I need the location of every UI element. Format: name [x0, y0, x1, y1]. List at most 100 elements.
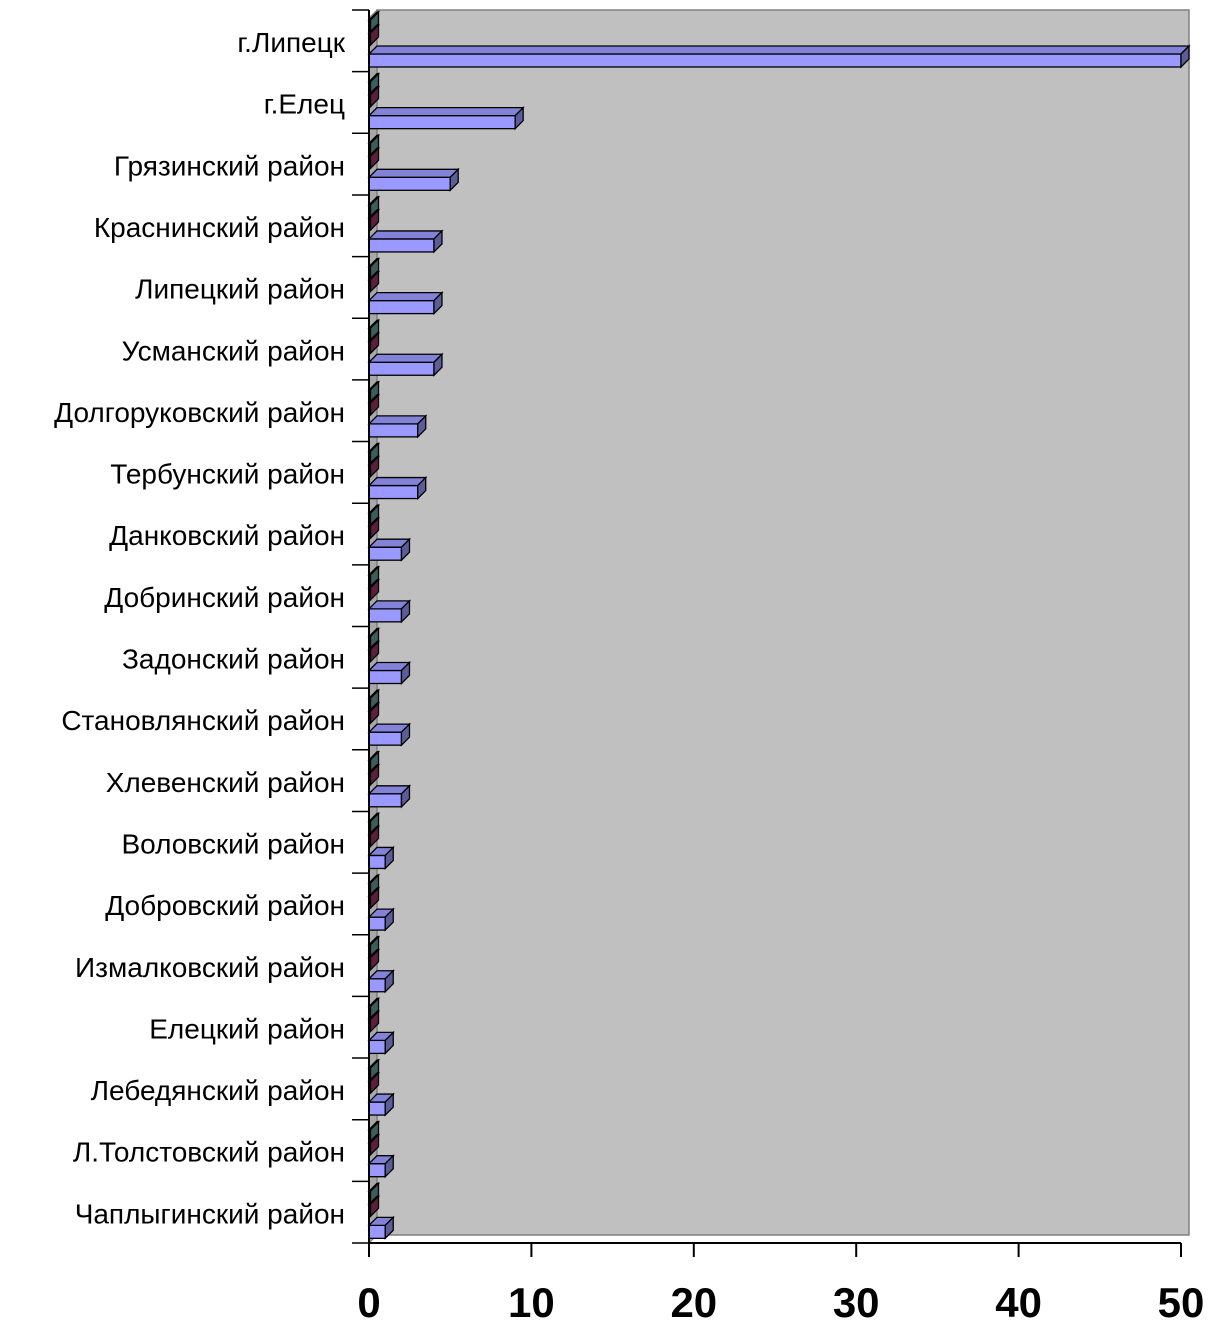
bar-s2-9-side — [369, 578, 380, 602]
bar-main-0-side — [1180, 44, 1190, 69]
bar-s2-1-side — [369, 85, 380, 109]
category-label: Хлевенский район — [106, 767, 345, 798]
bar-main-13 — [367, 845, 395, 871]
bar-s3-1-side — [369, 72, 380, 96]
bar-s3-0 — [367, 10, 381, 34]
bar-main-15 — [367, 969, 395, 994]
bar-main-16-side — [384, 1030, 394, 1055]
bar-main-11-front — [368, 731, 403, 746]
category-label: Елецкий район — [149, 1013, 345, 1044]
bar-s2-5-side — [369, 331, 380, 355]
bar-main-7 — [367, 475, 428, 501]
bar-main-15-side — [384, 969, 394, 994]
bar-s2-13-side — [369, 824, 380, 849]
bar-main-3-side — [433, 229, 443, 254]
category-label: Измалковский район — [75, 952, 345, 983]
bar-main-5 — [367, 352, 444, 377]
bar-s2-0-side — [369, 23, 380, 47]
category-label: г.Елец — [264, 89, 345, 120]
category-label: Добринский район — [104, 582, 345, 613]
bar-main-12-side — [400, 784, 411, 809]
bar-main-4-top — [367, 291, 444, 302]
bar-s2-6-side — [369, 393, 380, 417]
bar-s3-9-side — [369, 565, 380, 589]
bar-main-10-side — [400, 660, 411, 686]
bar-main-19 — [367, 1215, 395, 1240]
bar-main-2-front — [368, 176, 451, 191]
bar-main-7-side — [417, 475, 427, 501]
category-label: Добровский район — [105, 890, 345, 921]
bar-main-5-top — [367, 353, 444, 363]
bar-s3-0-side — [369, 10, 380, 34]
bar-s2-15-side — [369, 948, 380, 972]
bar-main-16 — [367, 1030, 395, 1055]
bar-main-1 — [367, 106, 525, 131]
bar-main-4-side — [433, 291, 443, 316]
bar-s3-19-side — [369, 1181, 380, 1205]
bar-main-14 — [367, 907, 395, 932]
bar-s3-8-side — [369, 503, 380, 527]
bar-main-11 — [367, 722, 412, 747]
bar-main-10 — [367, 660, 412, 686]
category-label: Л.Толстовский район — [73, 1137, 345, 1168]
bar-main-18-front — [368, 1163, 386, 1178]
x-tick-label: 40 — [995, 1279, 1042, 1323]
bar-main-1-front — [368, 115, 516, 130]
category-label: Тербунский район — [110, 459, 345, 490]
bar-main-6-top — [367, 415, 428, 425]
bar-s3-12-side — [369, 750, 380, 774]
category-label: Краснинский район — [94, 212, 345, 243]
bar-main-3-top — [367, 230, 444, 240]
bar-main-17-side — [384, 1092, 394, 1117]
bar-s3-10-side — [369, 626, 380, 651]
bar-main-14-side — [384, 907, 394, 932]
bar-main-3 — [367, 229, 444, 254]
bar-main-19-front — [368, 1224, 386, 1239]
bar-s2-14-side — [369, 886, 380, 910]
plot-side-wall — [368, 8, 378, 1245]
bar-s3-14-side — [369, 873, 380, 897]
bar-main-15-front — [368, 978, 386, 993]
bar-main-3-front — [368, 238, 435, 253]
bar-main-8 — [367, 537, 412, 562]
bar-s2-17-side — [369, 1071, 380, 1095]
bar-main-6-side — [417, 414, 427, 439]
bar-main-5-front — [368, 361, 435, 376]
bar-s3-17 — [367, 1058, 381, 1082]
bar-main-18 — [367, 1154, 395, 1179]
bar-main-6-front — [368, 423, 419, 438]
bar-s3-16-side — [369, 996, 380, 1020]
bar-main-8-side — [400, 537, 411, 562]
category-label: Задонский район — [122, 644, 345, 675]
category-label: Данковский район — [109, 520, 345, 551]
bar-main-18-side — [384, 1154, 394, 1179]
category-label: Чаплыгинский район — [75, 1198, 345, 1229]
bar-main-1-side — [514, 106, 524, 131]
bar-main-2-side — [449, 167, 459, 192]
category-label: Воловский район — [121, 828, 345, 859]
bar-main-8-front — [368, 546, 403, 561]
bar-main-9-side — [400, 599, 411, 624]
bar-s2-2-side — [369, 146, 380, 170]
bar-main-11-side — [400, 722, 411, 747]
bar-main-12-front — [368, 793, 403, 808]
bar-s2-8-side — [369, 516, 380, 540]
bar-s3-11-side — [369, 688, 380, 712]
bar-main-9-front — [368, 608, 403, 623]
plot-background — [376, 9, 1190, 1236]
bar-s2-18-side — [369, 1133, 380, 1157]
bar-main-16-front — [368, 1039, 386, 1055]
category-label: Грязинский район — [114, 150, 345, 181]
bar-main-13-side — [384, 845, 394, 871]
bar-s3-4-side — [369, 257, 380, 281]
bar-main-0-front — [368, 53, 1182, 68]
bar-s3-13-side — [369, 811, 380, 836]
bar-main-5-side — [433, 352, 443, 377]
bar-main-2 — [367, 167, 460, 192]
category-label: г.Липецк — [237, 27, 345, 58]
bar-main-19-side — [384, 1215, 394, 1240]
bar-main-6 — [367, 414, 428, 439]
x-tick-label: 20 — [670, 1279, 717, 1323]
bar-main-17 — [367, 1092, 395, 1117]
